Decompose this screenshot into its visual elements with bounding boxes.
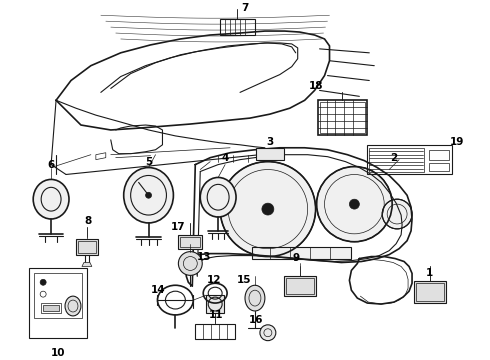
Text: 4: 4 [221, 153, 229, 163]
Bar [43, 305, 59, 311]
Bar [256, 148, 284, 159]
Ellipse shape [65, 296, 81, 316]
Bar [252, 247, 351, 258]
Bar [220, 19, 255, 35]
Ellipse shape [382, 199, 412, 229]
Bar [29, 269, 87, 338]
Bar [180, 237, 200, 247]
Text: 12: 12 [207, 275, 221, 285]
Bar [286, 278, 314, 294]
Ellipse shape [123, 167, 173, 223]
Bar [41, 303, 61, 313]
Text: 11: 11 [209, 310, 223, 320]
Ellipse shape [40, 279, 46, 285]
Text: 2: 2 [391, 153, 398, 163]
Text: 8: 8 [84, 216, 92, 226]
Text: 13: 13 [197, 252, 212, 262]
Bar [429, 150, 449, 159]
Bar [76, 239, 98, 255]
Bar [196, 324, 235, 339]
Text: 14: 14 [151, 285, 166, 295]
Text: 3: 3 [266, 137, 273, 147]
Ellipse shape [260, 325, 276, 341]
Text: 18: 18 [308, 81, 323, 91]
Text: 5: 5 [145, 157, 152, 167]
Ellipse shape [262, 203, 274, 215]
Text: 7: 7 [241, 3, 249, 13]
Bar [369, 148, 424, 171]
Ellipse shape [349, 199, 359, 209]
Text: 16: 16 [249, 315, 263, 325]
Text: 6: 6 [48, 159, 55, 170]
Text: 9: 9 [292, 253, 299, 262]
Text: 17: 17 [171, 222, 186, 232]
Bar [206, 295, 224, 313]
Ellipse shape [317, 167, 392, 242]
Ellipse shape [245, 285, 265, 311]
Bar [319, 102, 366, 133]
Text: 15: 15 [237, 275, 251, 285]
Text: 1: 1 [425, 269, 433, 278]
Ellipse shape [178, 252, 202, 275]
Bar [178, 235, 202, 249]
Bar [284, 276, 316, 296]
Ellipse shape [200, 177, 236, 217]
Ellipse shape [146, 192, 151, 198]
Bar [34, 273, 82, 318]
Bar [78, 241, 96, 253]
Bar [429, 163, 449, 171]
Ellipse shape [220, 162, 316, 257]
Text: 19: 19 [450, 137, 464, 147]
Polygon shape [82, 262, 92, 266]
Bar [318, 100, 368, 135]
Bar [416, 283, 444, 301]
Text: 10: 10 [51, 347, 65, 357]
Bar [368, 145, 452, 175]
Bar [414, 281, 446, 303]
Ellipse shape [33, 179, 69, 219]
